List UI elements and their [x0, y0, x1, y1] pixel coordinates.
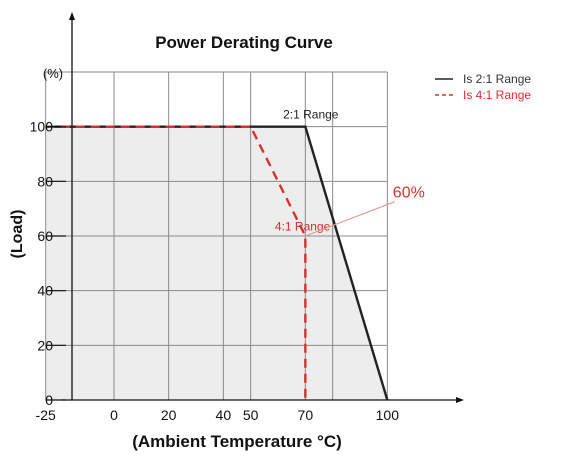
legend-label-2: Is 4:1 Range — [463, 88, 531, 102]
series-line-2 — [45, 125, 307, 400]
x-tick-label: 0 — [110, 407, 118, 423]
y-unit-label: (%) — [43, 66, 63, 81]
y-axis-label: (Load) — [9, 210, 26, 259]
x-axis-arrow — [456, 397, 464, 403]
chart-title: Power Derating Curve — [155, 33, 333, 52]
x-tick-label: 20 — [161, 407, 177, 423]
operating-area — [45, 126, 388, 401]
x-tick-label: 100 — [376, 407, 400, 423]
annotation-label: 4:1 Range — [275, 220, 331, 234]
x-tick-label: 50 — [243, 407, 259, 423]
y-axis-arrow — [69, 12, 75, 20]
series-line-1 — [45, 125, 389, 401]
annotation-pointer — [305, 201, 396, 237]
x-tick-label: 70 — [298, 407, 314, 423]
y-tick-label: 40 — [37, 283, 53, 299]
y-tick-label: 80 — [37, 173, 53, 189]
y-tick-label: 20 — [37, 337, 53, 353]
annotation-label: 60% — [393, 185, 425, 202]
y-tick-label: 0 — [45, 392, 53, 408]
x-axis-label: (Ambient Temperature °C) — [132, 432, 342, 451]
annotation-label: 2:1 Range — [283, 107, 339, 121]
x-tick-label: 40 — [216, 407, 232, 423]
x-tick-label: -25 — [36, 407, 56, 423]
y-tick-label: 100 — [30, 119, 54, 135]
legend-label-1: Is 2:1 Range — [463, 72, 531, 86]
y-tick-label: 60 — [37, 228, 53, 244]
